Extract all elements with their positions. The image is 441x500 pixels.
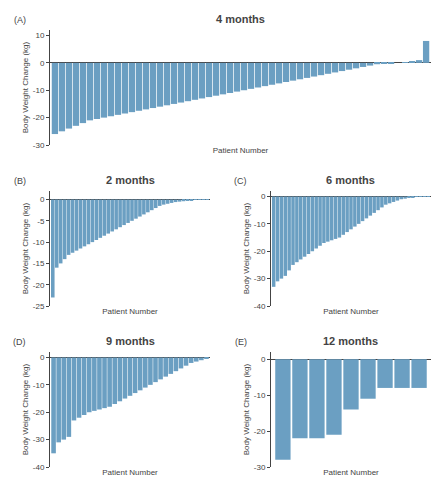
svg-text:(E): (E)	[235, 337, 247, 347]
svg-text:-25: -25	[33, 302, 45, 311]
svg-text:Body Weight Change (kg): Body Weight Change (kg)	[21, 363, 30, 455]
svg-text:0: 0	[261, 355, 266, 364]
svg-text:10: 10	[35, 31, 44, 40]
svg-text:Patient Number: Patient Number	[323, 307, 379, 316]
svg-text:4 months: 4 months	[216, 13, 265, 25]
svg-text:-40: -40	[33, 463, 45, 472]
svg-text:Patient Number: Patient Number	[213, 146, 269, 155]
svg-text:Body Weight Change (kg): Body Weight Change (kg)	[21, 202, 30, 294]
svg-text:9 months: 9 months	[106, 335, 155, 347]
svg-text:Patient Number: Patient Number	[102, 468, 158, 477]
svg-text:(C): (C)	[234, 176, 247, 186]
svg-text:0: 0	[40, 353, 45, 362]
svg-text:6 months: 6 months	[326, 174, 375, 186]
svg-text:-30: -30	[254, 274, 266, 283]
svg-text:-30: -30	[254, 463, 266, 472]
svg-text:Patient Number: Patient Number	[102, 307, 158, 316]
svg-text:0: 0	[40, 195, 45, 204]
svg-text:-20: -20	[33, 281, 45, 290]
svg-text:-10: -10	[254, 391, 266, 400]
svg-text:-10: -10	[33, 238, 45, 247]
svg-text:-20: -20	[254, 247, 266, 256]
svg-text:-10: -10	[254, 220, 266, 229]
svg-text:Patient Number: Patient Number	[323, 468, 379, 477]
svg-text:0: 0	[40, 59, 45, 68]
svg-text:-30: -30	[33, 435, 45, 444]
svg-text:2 months: 2 months	[106, 174, 155, 186]
svg-text:-40: -40	[254, 302, 266, 311]
svg-text:0: 0	[261, 192, 266, 201]
svg-text:Body Weight Change (kg): Body Weight Change (kg)	[242, 202, 251, 294]
svg-text:(B): (B)	[14, 176, 26, 186]
svg-text:-15: -15	[33, 259, 45, 268]
svg-text:(A): (A)	[14, 15, 26, 25]
svg-text:-5: -5	[37, 217, 45, 226]
svg-text:-20: -20	[33, 113, 45, 122]
svg-text:12 months: 12 months	[323, 335, 378, 347]
svg-text:Body Weight Change (kg): Body Weight Change (kg)	[21, 41, 30, 133]
svg-text:-10: -10	[33, 381, 45, 390]
svg-text:Body Weight Change (kg): Body Weight Change (kg)	[242, 363, 251, 455]
svg-text:-10: -10	[33, 86, 45, 95]
svg-text:-30: -30	[33, 141, 45, 150]
svg-text:(D): (D)	[13, 337, 26, 347]
svg-text:-20: -20	[33, 408, 45, 417]
svg-text:-20: -20	[254, 427, 266, 436]
